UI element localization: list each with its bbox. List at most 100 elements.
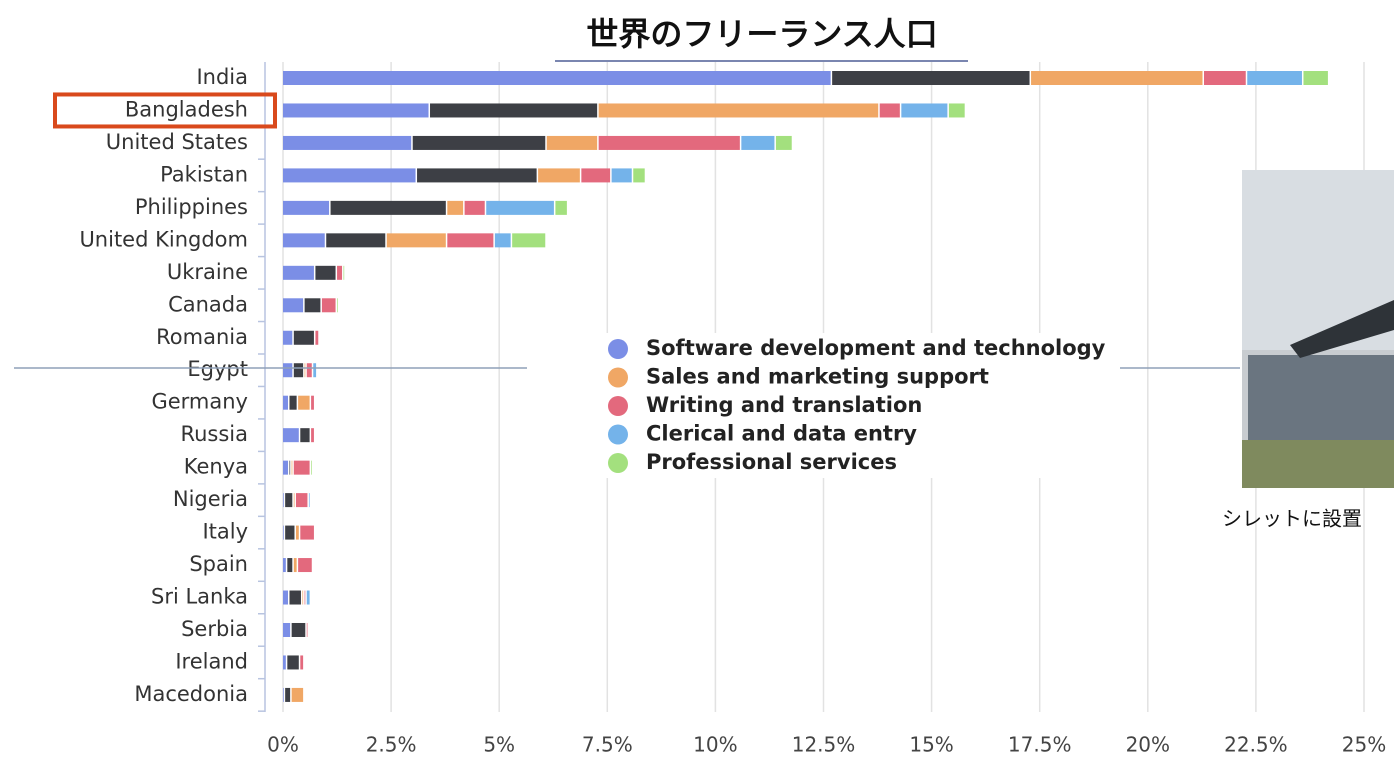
chart-title: 世界のフリーランス人口 <box>586 15 937 53</box>
bar-segment <box>776 136 792 150</box>
legend-swatch <box>608 339 628 359</box>
legend-swatch <box>608 425 628 445</box>
bar-segment <box>283 688 284 702</box>
bar-segment <box>949 103 965 117</box>
y-tick-label: Nigeria <box>173 487 248 511</box>
bar-segment <box>294 461 310 475</box>
bar-segment <box>300 428 309 442</box>
bar-segment <box>296 526 299 540</box>
bar-segment <box>1031 71 1202 85</box>
bar-segment <box>581 168 610 182</box>
x-tick-label: 15% <box>909 733 953 757</box>
bar-segment <box>302 591 303 605</box>
y-tick-label: Pakistan <box>160 162 248 186</box>
bar-segment <box>599 136 740 150</box>
y-tick-label: Philippines <box>135 195 248 219</box>
legend-swatch <box>608 368 628 388</box>
bar-segment <box>331 201 446 215</box>
bar-segment <box>283 428 299 442</box>
bar-segment <box>547 136 597 150</box>
bar-segment <box>283 331 292 345</box>
y-tick-label: Spain <box>189 552 248 576</box>
y-tick-label: Egypt <box>187 357 248 381</box>
bar-segment <box>283 136 411 150</box>
x-tick-label: 7.5% <box>582 733 633 757</box>
bar-segment <box>555 201 566 215</box>
bar-segment <box>285 526 294 540</box>
bar-segment <box>832 71 1029 85</box>
bar-segment <box>337 298 338 312</box>
y-tick-label: Romania <box>156 325 248 349</box>
photo <box>1242 170 1394 488</box>
bar-segment <box>495 233 511 247</box>
legend-label: Professional services <box>646 450 897 474</box>
bar-segment <box>305 591 306 605</box>
y-tick-label: Russia <box>180 422 248 446</box>
bar-segment <box>387 233 446 247</box>
bar-segment <box>486 201 554 215</box>
bar-segment <box>283 71 831 85</box>
bar-segment <box>283 655 286 669</box>
bar-segment <box>283 168 416 182</box>
bar-segment <box>307 363 312 377</box>
bar-segment <box>283 396 288 410</box>
legend-swatch <box>608 453 628 473</box>
bar-segment <box>283 298 303 312</box>
bar-segment <box>1303 71 1327 85</box>
y-tick-label: Sri Lanka <box>151 585 248 609</box>
y-tick-label: Germany <box>151 390 248 414</box>
bar-segment <box>313 363 316 377</box>
bar-segment <box>285 493 292 507</box>
bar-segment <box>289 396 296 410</box>
x-tick-label: 17.5% <box>1008 733 1072 757</box>
bar-segment <box>296 493 307 507</box>
y-tick-label: Ukraine <box>167 260 248 284</box>
bar-segment <box>283 461 288 475</box>
bar-segment <box>447 201 463 215</box>
bar-segment <box>294 331 314 345</box>
bar-segment <box>315 266 335 280</box>
bar-segment <box>283 266 314 280</box>
bar-segment <box>294 493 295 507</box>
bar-segment <box>880 103 900 117</box>
bar-segment <box>283 363 292 377</box>
bar-segment <box>298 396 309 410</box>
page: 世界のフリーランス人口 シレットに設置 0%2.5%5%7.5%10%12.5%… <box>0 0 1394 757</box>
legend-label: Software development and technology <box>646 336 1106 360</box>
bar-segment <box>289 591 300 605</box>
bar-segment <box>287 558 292 572</box>
bar-segment <box>307 591 310 605</box>
bar-segment <box>283 233 325 247</box>
bar-segment <box>300 526 314 540</box>
x-tick-label: 22.5% <box>1224 733 1288 757</box>
x-tick-label: 20% <box>1126 733 1170 757</box>
legend: Software development and technologySales… <box>600 333 1120 478</box>
y-tick-label: United Kingdom <box>79 227 248 251</box>
y-tick-label: Canada <box>168 292 248 316</box>
bar-segment <box>292 623 306 637</box>
bar-segment <box>538 168 580 182</box>
bar-segment <box>283 623 290 637</box>
y-tick-label: India <box>196 65 248 89</box>
y-tick-label: Kenya <box>184 455 248 479</box>
legend-label: Clerical and data entry <box>646 422 917 446</box>
bar-segment <box>311 428 314 442</box>
y-tick-label: Serbia <box>181 617 248 641</box>
bar-segment <box>1247 71 1302 85</box>
bar-segment <box>322 298 336 312</box>
y-tick-label: Macedonia <box>134 682 248 706</box>
x-tick-label: 5% <box>483 733 515 757</box>
bar-segment <box>337 266 342 280</box>
bar-segment <box>311 396 314 410</box>
bar-segment <box>307 623 308 637</box>
bar-segment <box>344 266 345 280</box>
bar-segment <box>300 655 303 669</box>
bar-segment <box>447 233 493 247</box>
bar-segment <box>289 461 290 475</box>
bar-segment <box>292 461 293 475</box>
chart: 世界のフリーランス人口 シレットに設置 0%2.5%5%7.5%10%12.5%… <box>0 0 1394 757</box>
y-tick-label: Bangladesh <box>125 97 248 121</box>
photo-caption: シレットに設置 <box>1222 507 1362 531</box>
bar-segment <box>294 363 303 377</box>
x-tick-label: 2.5% <box>366 733 417 757</box>
